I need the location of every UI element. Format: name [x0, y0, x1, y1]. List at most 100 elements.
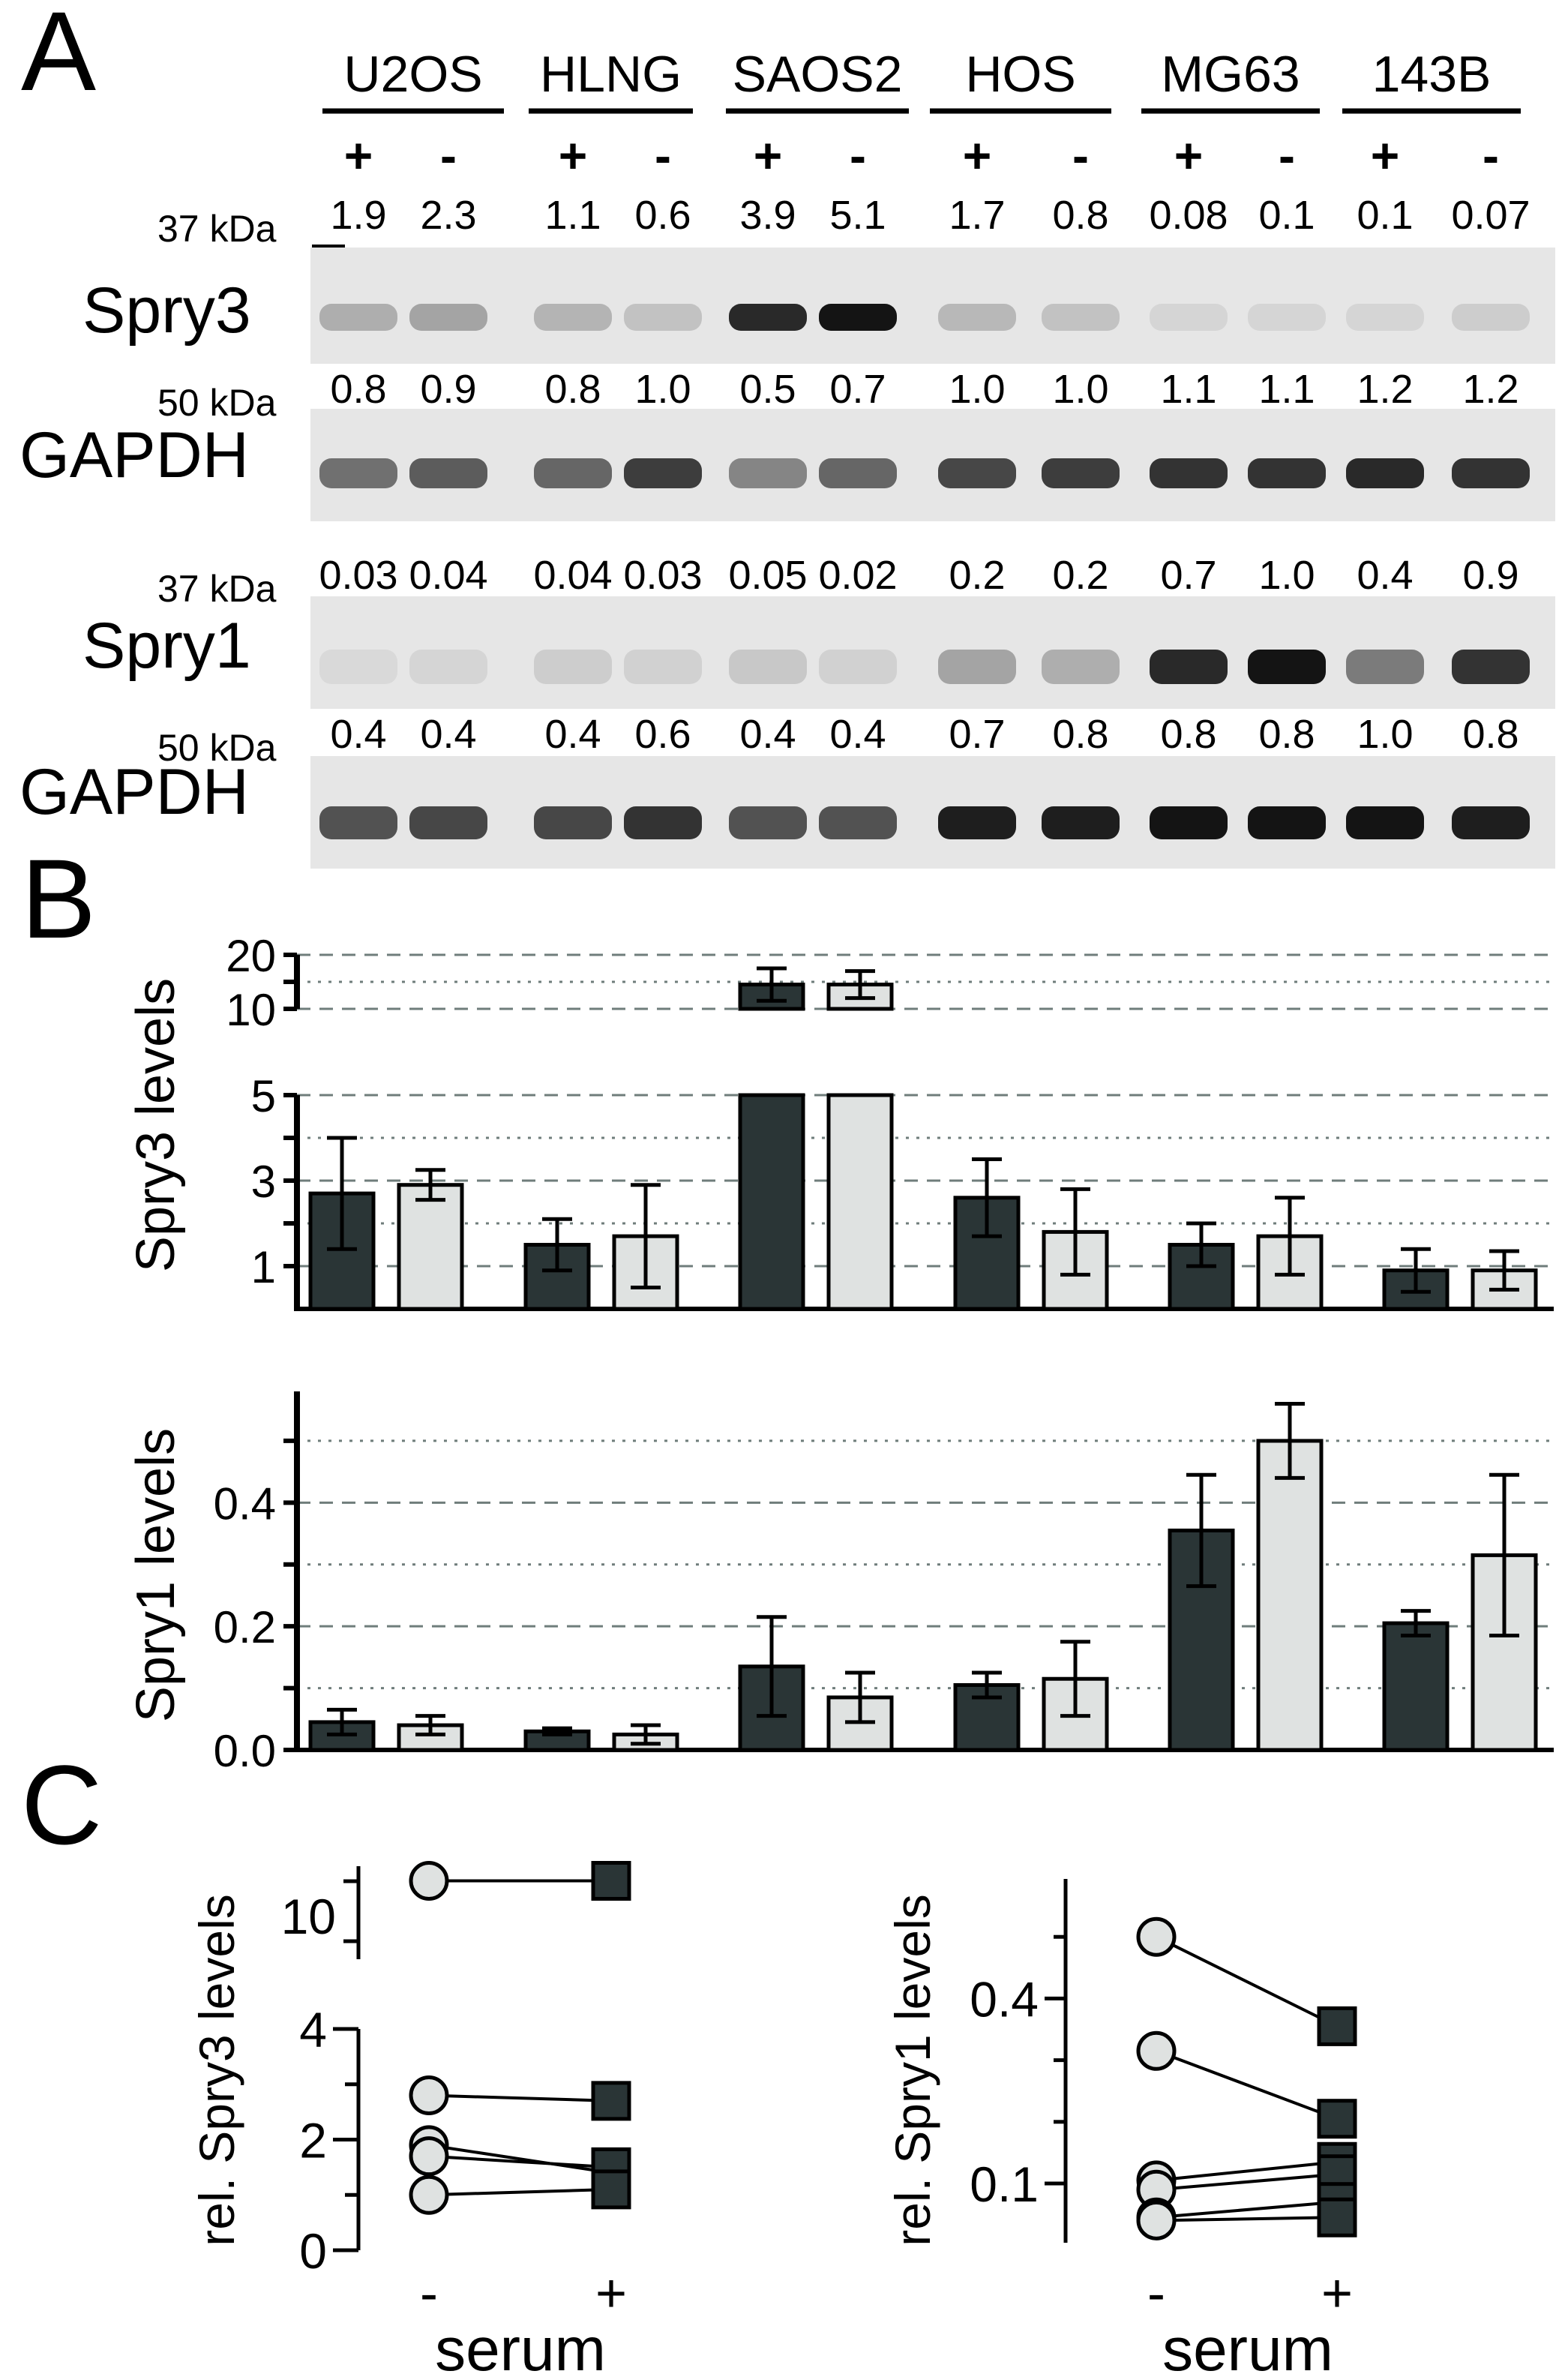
blot-band	[1150, 806, 1228, 839]
band-quantification: 1.7	[949, 193, 1005, 238]
x-tick-label: -	[420, 2264, 438, 2324]
blot-band	[819, 806, 897, 839]
y-axis-label: rel. Spry3 levels	[189, 1894, 244, 2246]
y-tick-label: 10	[281, 1889, 336, 1944]
minus-serum-point	[1136, 2030, 1177, 2071]
blot-band	[409, 650, 487, 684]
pair-line	[428, 2093, 612, 2102]
band-quantification: 0.8	[1258, 712, 1315, 757]
serum-sign: -	[655, 128, 671, 183]
blot-band	[624, 458, 702, 488]
y-tick-label: 0.4	[214, 1478, 276, 1529]
blot-band	[1452, 304, 1530, 331]
blot-band	[938, 650, 1016, 684]
y-axis-label: Spry3 levels	[126, 978, 186, 1272]
blot-band	[938, 458, 1016, 488]
plus-serum-point	[591, 1861, 631, 1901]
protein-label: GAPDH	[19, 756, 249, 828]
blot-band	[819, 304, 897, 331]
band-quantification: 0.8	[330, 367, 386, 412]
band-quantification: 0.4	[739, 712, 796, 757]
band-quantification: 0.03	[623, 553, 702, 598]
pair-line	[428, 2187, 612, 2197]
bar	[397, 1183, 464, 1311]
minus-serum-point	[1136, 2200, 1177, 2240]
y-tick-label: 0.2	[214, 1602, 276, 1652]
pair-line	[1156, 2216, 1338, 2222]
blot-band	[1042, 650, 1120, 684]
band-quantification: 0.8	[1160, 712, 1216, 757]
band-quantification: 0.2	[949, 553, 1005, 598]
blot-band	[624, 806, 702, 839]
x-axis-label: serum	[1162, 2315, 1333, 2380]
band-quantification: 0.4	[829, 712, 886, 757]
blot-band	[1150, 458, 1228, 488]
serum-sign: +	[344, 128, 373, 183]
cell-line-label: MG63	[1161, 46, 1300, 103]
blot-band	[1452, 458, 1530, 488]
y-tick-label: 2	[299, 2113, 327, 2168]
band-quantification: 0.9	[420, 367, 476, 412]
y-tick-label: 0.0	[214, 1726, 276, 1776]
band-quantification: 0.4	[330, 712, 386, 757]
blot-band	[729, 458, 807, 488]
plus-serum-point	[591, 2081, 631, 2121]
kda-marker: 50 kDa	[157, 727, 277, 769]
x-tick-label: +	[595, 2264, 627, 2324]
serum-sign: +	[963, 128, 992, 183]
blot-band	[1248, 458, 1326, 488]
blot-band	[1452, 806, 1530, 839]
band-quantification: 1.0	[1052, 367, 1108, 412]
band-quantification: 3.9	[739, 193, 796, 238]
band-quantification: 2.3	[420, 193, 476, 238]
blot-band	[409, 304, 487, 331]
band-quantification: 0.02	[818, 553, 897, 598]
y-tick-label: 10	[226, 985, 276, 1035]
plus-serum-point	[1317, 2006, 1357, 2046]
bar	[826, 1093, 894, 1311]
blot-band	[1042, 806, 1120, 839]
spry1-bar-chart: 0.0 0.2 0.4 Spry1 levels	[126, 1391, 1554, 1776]
blot-band	[1248, 304, 1326, 331]
blot-band	[1346, 650, 1424, 684]
protein-label: Spry3	[82, 275, 251, 347]
pair-line	[1156, 2200, 1338, 2219]
band-quantification: 0.07	[1451, 193, 1530, 238]
band-quantification: 0.9	[1462, 553, 1519, 598]
blot-band	[729, 650, 807, 684]
spry1-paired-plot: 0.1 0.4 rel. Spry1 levels - +serum	[885, 1879, 1357, 2380]
blot-band	[319, 304, 397, 331]
serum-sign: +	[1371, 128, 1400, 183]
blot-band	[534, 806, 612, 839]
minus-serum-point	[409, 2136, 449, 2177]
pair-line	[1156, 1935, 1338, 2028]
x-tick-label: +	[1321, 2264, 1353, 2324]
serum-sign: -	[1279, 128, 1295, 183]
spry3-paired-plot: 0 2 4 10 rel. Spry3 levels - +serum	[189, 1861, 631, 2380]
band-quantification: 0.7	[949, 712, 1005, 757]
band-quantification: 0.4	[420, 712, 476, 757]
band-quantification: 5.1	[829, 193, 886, 238]
band-quantification: 1.1	[1258, 367, 1315, 412]
cell-line-label: SAOS2	[733, 46, 903, 103]
serum-sign: +	[1174, 128, 1204, 183]
pair-line	[428, 2154, 612, 2169]
bar	[1256, 1439, 1324, 1752]
blot-band	[534, 650, 612, 684]
band-quantification: 1.0	[1258, 553, 1315, 598]
y-axis-label: Spry1 levels	[126, 1428, 186, 1722]
blot-strip	[310, 596, 1555, 709]
band-quantification: 0.6	[634, 712, 691, 757]
protein-label: Spry1	[82, 610, 251, 682]
blot-band	[1042, 304, 1120, 331]
band-quantification: 0.5	[739, 367, 796, 412]
blot-band	[534, 304, 612, 331]
band-quantification: 0.1	[1357, 193, 1413, 238]
plus-serum-point	[1317, 2099, 1357, 2139]
band-quantification: 1.0	[634, 367, 691, 412]
serum-sign: -	[1483, 128, 1499, 183]
y-tick-label: 4	[299, 2002, 327, 2057]
blot-band	[1248, 806, 1326, 839]
blot-strip	[310, 248, 1555, 364]
plus-serum-point	[591, 2169, 631, 2210]
